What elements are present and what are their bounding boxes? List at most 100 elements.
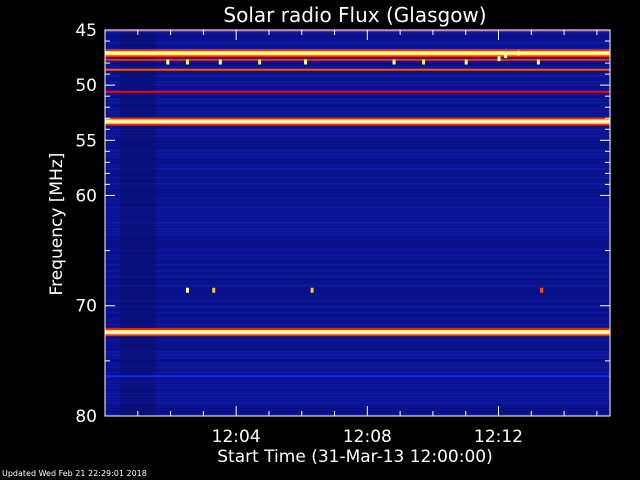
noise-stripe — [105, 372, 610, 374]
noise-stripe — [105, 399, 610, 401]
y-axis-label: Frequency [MHz] — [47, 153, 67, 296]
noise-stripe — [105, 252, 610, 254]
noise-stripe — [105, 324, 610, 326]
noise-stripe — [105, 45, 610, 47]
noise-stripe — [105, 297, 610, 299]
x-tick-label: 12:08 — [343, 427, 392, 447]
noise-stripe — [105, 39, 610, 41]
band-line — [105, 375, 610, 378]
chart-title: Solar radio Flux (Glasgow) — [223, 3, 486, 27]
noise-stripe — [105, 153, 610, 155]
noise-stripe — [105, 300, 610, 302]
noise-stripe — [105, 72, 610, 74]
noise-stripe — [105, 315, 610, 317]
band-line — [105, 58, 610, 61]
noise-stripe — [105, 378, 610, 380]
noise-stripe — [105, 33, 610, 35]
noise-stripe — [105, 42, 610, 44]
noise-stripe — [105, 135, 610, 137]
y-tick-label: 60 — [75, 186, 97, 206]
noise-stripe — [105, 180, 610, 182]
noise-stripe — [105, 219, 610, 221]
noise-stripe — [105, 339, 610, 341]
noise-stripe — [105, 177, 610, 179]
burst-mark — [536, 59, 540, 65]
y-tick-label: 50 — [75, 76, 97, 96]
noise-stripe — [105, 285, 610, 287]
noise-stripe — [105, 105, 610, 107]
noise-stripe — [105, 306, 610, 308]
noise-stripe — [105, 282, 610, 284]
noise-stripe — [105, 114, 610, 116]
noise-stripe — [105, 321, 610, 323]
noise-stripe — [105, 189, 610, 191]
burst-mark — [504, 52, 508, 58]
noise-stripe — [105, 198, 610, 200]
noise-stripe — [105, 90, 610, 92]
axes-layer: 12:04 12:08 12:12 45 50 55 60 70 80 — [75, 21, 611, 447]
y-tick-label: 55 — [75, 131, 97, 151]
band-line — [105, 30, 610, 33]
band-line — [105, 68, 610, 71]
x-tick-label: 12:04 — [212, 427, 261, 447]
noise-stripe — [105, 294, 610, 296]
noise-stripe — [105, 402, 610, 404]
burst-mark — [540, 287, 544, 293]
noise-stripe — [105, 411, 610, 413]
noise-stripe — [105, 234, 610, 236]
noise-stripe — [105, 270, 610, 272]
noise-stripe — [105, 291, 610, 293]
noise-stripe — [105, 261, 610, 263]
noise-stripe — [105, 84, 610, 86]
noise-stripe — [105, 168, 610, 170]
noise-stripe — [105, 129, 610, 131]
burst-mark — [185, 287, 189, 293]
noise-stripe — [105, 144, 610, 146]
noise-stripe — [105, 360, 610, 362]
noise-stripe — [105, 222, 610, 224]
noise-stripe — [105, 147, 610, 149]
noise-stripe — [105, 195, 610, 197]
burst-layer — [166, 50, 544, 293]
noise-stripe — [105, 381, 610, 383]
noise-stripe — [105, 357, 610, 359]
noise-stripe — [105, 240, 610, 242]
burst-mark — [422, 59, 426, 65]
noise-stripe — [105, 210, 610, 212]
y-tick-label: 80 — [75, 407, 97, 427]
noise-stripe — [105, 225, 610, 227]
noise-stripe — [105, 96, 610, 98]
noise-stripe — [105, 132, 610, 134]
x-axis-label: Start Time (31-Mar-13 12:00:00) — [217, 447, 492, 467]
burst-mark — [392, 59, 396, 65]
noise-stripe — [105, 312, 610, 314]
noise-stripe — [105, 363, 610, 365]
noise-stripe — [105, 126, 610, 128]
noise-stripe — [105, 336, 610, 338]
noise-stripe — [105, 165, 610, 167]
spectrogram-background — [105, 30, 610, 416]
noise-stripe — [105, 309, 610, 311]
noise-stripe — [105, 78, 610, 80]
noise-stripe — [105, 348, 610, 350]
noise-stripe — [105, 150, 610, 152]
noise-stripe — [105, 36, 610, 38]
noise-stripe — [105, 93, 610, 95]
noise-stripe — [105, 216, 610, 218]
noise-stripe — [105, 108, 610, 110]
noise-stripe — [105, 369, 610, 371]
noise-stripe — [105, 213, 610, 215]
heatmap-layer — [105, 30, 610, 416]
noise-stripe — [105, 87, 610, 89]
noise-stripe — [105, 183, 610, 185]
noise-stripe — [105, 396, 610, 398]
noise-stripe — [105, 201, 610, 203]
noise-stripe — [105, 141, 610, 143]
noise-stripe — [105, 186, 610, 188]
noise-stripe — [105, 273, 610, 275]
noise-stripe — [105, 228, 610, 230]
burst-mark — [517, 50, 521, 56]
noise-stripe — [105, 405, 610, 407]
noise-stripe — [105, 171, 610, 173]
